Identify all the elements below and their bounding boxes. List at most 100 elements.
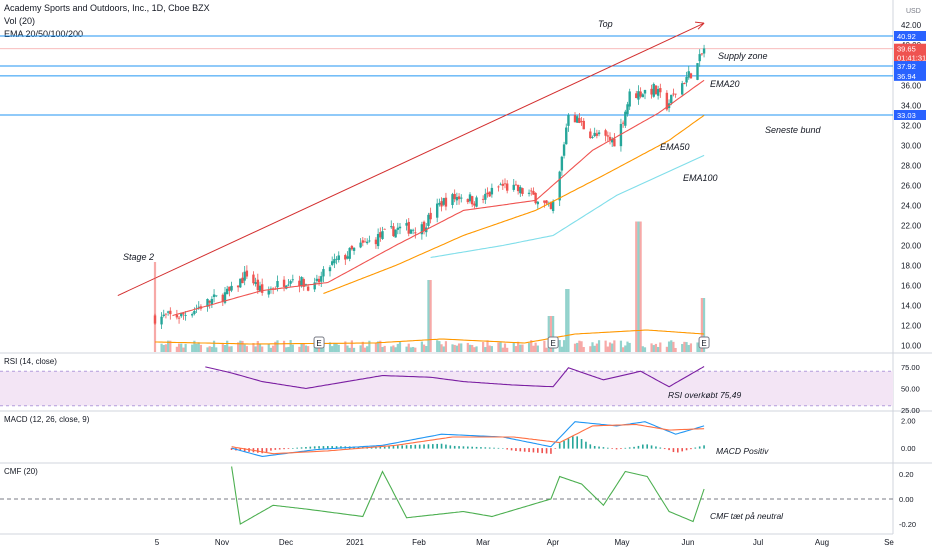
cmf-line bbox=[231, 466, 705, 525]
cmf-tick: 0.00 bbox=[899, 495, 914, 504]
volume-bar bbox=[344, 341, 347, 352]
volume-bar bbox=[657, 346, 660, 352]
macd-histogram-bar bbox=[580, 439, 583, 449]
candle-body bbox=[503, 183, 507, 185]
volume-bar bbox=[455, 345, 458, 352]
time-tick: Jun bbox=[682, 538, 695, 547]
earnings-marker[interactable] bbox=[313, 336, 325, 349]
candle-body bbox=[470, 196, 474, 205]
candle-body bbox=[481, 198, 485, 200]
macd-histogram-bar bbox=[642, 444, 644, 449]
volume-bar bbox=[667, 341, 671, 352]
candle-body bbox=[394, 229, 397, 238]
macd-histogram-bar bbox=[576, 436, 578, 449]
volume-bar bbox=[414, 347, 417, 352]
macd-histogram-bar bbox=[327, 446, 329, 449]
candle-body bbox=[670, 94, 673, 104]
macd-histogram-bar bbox=[471, 446, 473, 449]
candle-body bbox=[567, 115, 570, 126]
candle-body bbox=[532, 191, 535, 195]
macd-note: MACD Positiv bbox=[716, 446, 769, 456]
volume-bar bbox=[230, 346, 233, 352]
volume-bar bbox=[352, 347, 356, 352]
volume-bar bbox=[420, 341, 423, 352]
candle-body bbox=[562, 144, 566, 156]
volume-bar bbox=[287, 346, 290, 352]
macd-histogram-bar bbox=[523, 448, 526, 452]
volume-bar bbox=[241, 340, 244, 352]
candle-body bbox=[390, 226, 393, 228]
candle-body bbox=[473, 203, 476, 206]
price-tick: 42.00 bbox=[901, 21, 922, 30]
macd-histogram-bar bbox=[388, 446, 390, 449]
macd-histogram-bar bbox=[502, 448, 504, 449]
candle-body bbox=[243, 271, 246, 281]
volume-bar bbox=[392, 345, 395, 352]
candle-body bbox=[368, 240, 371, 242]
volume-bar bbox=[595, 343, 598, 352]
volume-bar bbox=[674, 347, 677, 352]
candle-body bbox=[241, 277, 244, 284]
macd-histogram-bar bbox=[270, 448, 272, 451]
candle-body bbox=[560, 156, 564, 171]
volume-bar bbox=[366, 346, 369, 352]
trendline[interactable] bbox=[117, 22, 705, 296]
volume-bar bbox=[425, 346, 428, 352]
macd-histogram-bar bbox=[335, 446, 338, 449]
volume-bar bbox=[687, 345, 690, 352]
candle-body bbox=[346, 256, 349, 259]
volume-bar bbox=[473, 347, 476, 352]
candle-body bbox=[604, 130, 607, 136]
volume-bar bbox=[558, 340, 561, 352]
volume-bar bbox=[683, 341, 686, 352]
candle-body bbox=[298, 280, 301, 287]
candle-body bbox=[621, 122, 625, 124]
candle-body bbox=[545, 200, 548, 204]
volume-bar bbox=[608, 342, 612, 352]
earnings-marker-label: E bbox=[701, 339, 706, 348]
macd-histogram-bar bbox=[563, 440, 565, 449]
price-label-box bbox=[894, 61, 926, 72]
volume-bar bbox=[519, 344, 522, 352]
volume-bar bbox=[628, 342, 631, 352]
earnings-marker-label: E bbox=[550, 339, 555, 348]
earnings-marker-label: E bbox=[316, 339, 321, 348]
macd-histogram-bar bbox=[672, 448, 675, 453]
macd-histogram-bar bbox=[414, 444, 417, 449]
candle-body bbox=[654, 85, 658, 95]
volume-bar bbox=[512, 342, 515, 352]
volume-bar bbox=[333, 342, 336, 352]
macd-histogram-bar bbox=[296, 447, 298, 449]
price-tick: 28.00 bbox=[901, 161, 922, 170]
volume-bar bbox=[635, 221, 638, 352]
volume-bar bbox=[429, 280, 432, 352]
macd-histogram-bar bbox=[480, 447, 482, 449]
earnings-marker[interactable] bbox=[698, 336, 710, 349]
earnings-marker[interactable] bbox=[547, 336, 559, 349]
candle-body bbox=[254, 282, 257, 285]
volume-bar bbox=[193, 340, 196, 352]
candle-body bbox=[225, 288, 229, 295]
volume-bar bbox=[497, 342, 500, 352]
volume-bar bbox=[562, 340, 566, 352]
macd-histogram-bar bbox=[541, 448, 543, 454]
volume-bar bbox=[427, 280, 430, 352]
volume-bar bbox=[254, 346, 257, 352]
candle-body bbox=[466, 199, 470, 203]
volume-bar bbox=[593, 345, 596, 352]
macd-histogram-bar bbox=[265, 448, 268, 452]
time-tick: 2021 bbox=[346, 538, 364, 547]
volume-bar bbox=[383, 345, 386, 352]
candle-body bbox=[488, 191, 491, 197]
macd-histogram-bar bbox=[305, 447, 307, 449]
volume-bar bbox=[302, 343, 305, 352]
volume-bar bbox=[258, 344, 262, 352]
candle-body bbox=[252, 274, 255, 284]
candle-body bbox=[239, 278, 242, 288]
macd-histogram-bar bbox=[637, 445, 640, 449]
candle-body bbox=[300, 276, 303, 287]
ema50-line bbox=[323, 114, 705, 295]
macd-histogram-bar bbox=[322, 446, 325, 449]
volume-bar bbox=[589, 346, 592, 352]
